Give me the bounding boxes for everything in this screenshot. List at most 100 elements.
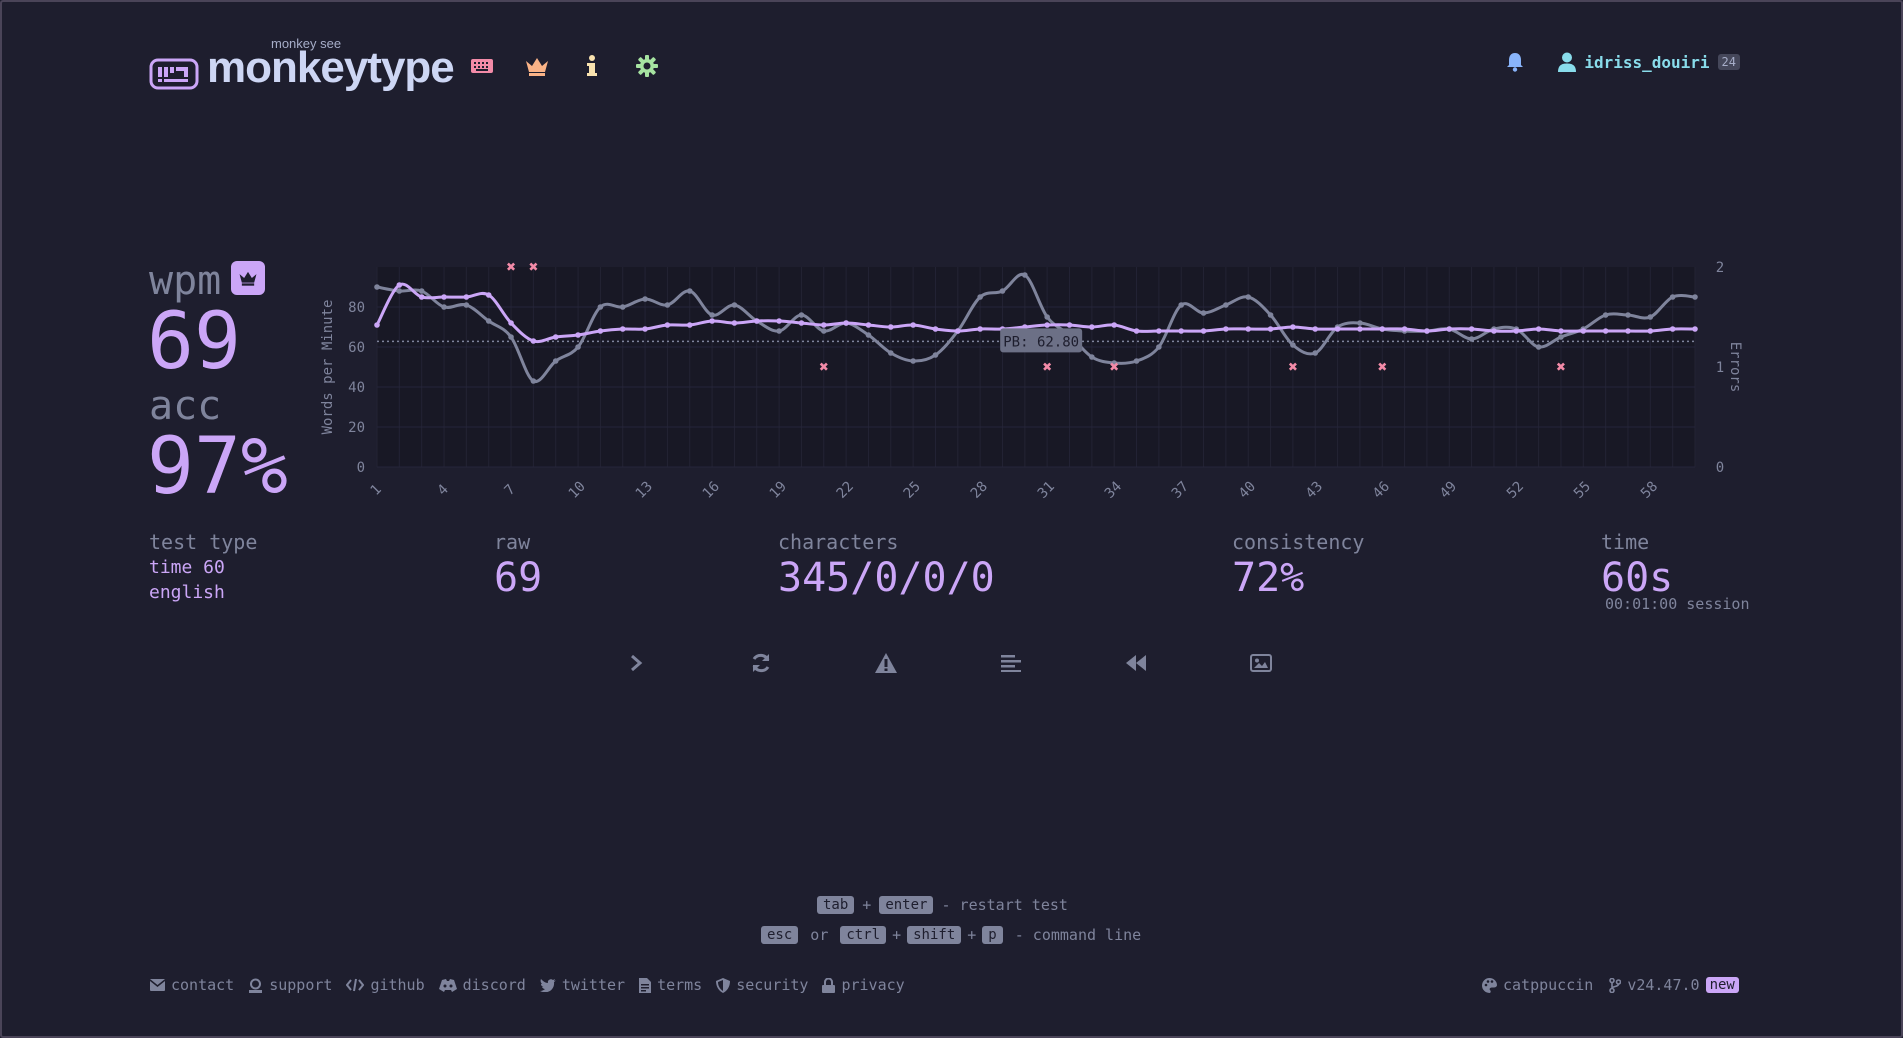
github-link[interactable]: github xyxy=(346,976,425,994)
personal-best-badge xyxy=(231,261,265,295)
chart-point-wpm xyxy=(1401,326,1408,332)
chart-point-raw xyxy=(865,332,872,338)
restart-hint: tab + enter - restart test xyxy=(817,896,1068,914)
chart-point-raw xyxy=(1312,350,1319,356)
report-button[interactable] xyxy=(871,650,901,676)
code-branch-icon xyxy=(1609,977,1622,993)
chart-point-raw xyxy=(1625,312,1631,318)
chart-x-tick-label: 16 xyxy=(700,479,723,502)
chart-point-raw xyxy=(1223,302,1229,308)
chart-plot-area xyxy=(377,267,1695,467)
chart-point-wpm xyxy=(1223,326,1229,332)
chart-point-raw xyxy=(1468,336,1475,342)
crown-icon xyxy=(239,271,257,286)
personal-best-label: PB: 62.80 xyxy=(1003,334,1079,350)
chart-point-wpm xyxy=(575,332,581,338)
chart-point-raw xyxy=(530,378,537,384)
chart-point-raw xyxy=(1156,344,1162,350)
chart-point-wpm xyxy=(441,294,447,300)
p-key: p xyxy=(982,926,1003,944)
chart-y-tick-label: 60 xyxy=(348,340,365,356)
logo-title: monkeytype xyxy=(207,43,455,92)
chart-point-wpm xyxy=(1424,328,1430,334)
twitter-label: twitter xyxy=(561,976,626,994)
chart-point-wpm xyxy=(508,320,514,326)
characters-value: 345/0/0/0 xyxy=(778,555,995,601)
logo[interactable]: monkey see monkeytype xyxy=(149,34,455,92)
replay-button[interactable] xyxy=(1121,650,1151,676)
start-test-button[interactable] xyxy=(469,53,495,79)
enter-key: enter xyxy=(879,896,934,914)
github-label: github xyxy=(370,976,425,994)
chart-point-wpm xyxy=(1669,326,1676,332)
chart-point-wpm xyxy=(418,294,425,300)
chart-point-wpm xyxy=(1133,328,1140,334)
chart-x-tick-label: 13 xyxy=(633,479,656,502)
chart-error-marker: ✖ xyxy=(1377,360,1387,374)
chart-point-wpm xyxy=(1156,328,1162,334)
chart-point-raw xyxy=(463,302,470,308)
backward-icon xyxy=(1126,655,1146,671)
chart-point-wpm xyxy=(865,322,872,328)
leaderboards-button[interactable] xyxy=(524,53,550,79)
account-button[interactable]: idriss_douiri 24 xyxy=(1558,52,1740,72)
chart-point-wpm xyxy=(1468,326,1475,332)
session-time: 00:01:00 session xyxy=(1605,595,1750,613)
chart-x-tick-label: 19 xyxy=(767,479,790,502)
command-line-hint: esc or ctrl + shift + p - command line xyxy=(761,926,1141,944)
chart-point-raw xyxy=(597,304,604,310)
notifications-button[interactable] xyxy=(1506,52,1524,72)
discord-link[interactable]: discord xyxy=(438,976,526,994)
next-test-button[interactable] xyxy=(621,650,651,676)
chart-point-wpm xyxy=(1491,328,1497,334)
word-history-button[interactable] xyxy=(996,650,1026,676)
chart-error-marker: ✖ xyxy=(819,360,829,374)
chart-error-marker: ✖ xyxy=(1556,360,1566,374)
plus-sign: + xyxy=(862,896,872,914)
chart-point-wpm xyxy=(776,318,782,324)
settings-button[interactable] xyxy=(634,53,660,79)
support-link[interactable]: support xyxy=(248,976,332,994)
chart-error-marker: ✖ xyxy=(1109,360,1119,374)
chart-point-raw xyxy=(1200,310,1207,316)
version-button[interactable]: v24.47.0 new xyxy=(1609,976,1739,994)
keyboard-icon xyxy=(471,59,493,73)
security-link[interactable]: security xyxy=(716,976,808,994)
accuracy-label: acc xyxy=(149,383,222,429)
personal-best-label-box xyxy=(1000,328,1083,353)
consistency-value: 72% xyxy=(1232,555,1305,601)
chart-point-wpm xyxy=(1446,326,1453,332)
chart-point-wpm xyxy=(1022,324,1028,330)
chart-point-raw xyxy=(977,294,983,300)
bell-icon xyxy=(1507,53,1524,72)
theme-button[interactable]: catppuccin xyxy=(1482,976,1593,994)
twitter-link[interactable]: twitter xyxy=(539,976,626,994)
chart-x-tick-label: 4 xyxy=(435,482,452,499)
restart-button[interactable] xyxy=(746,650,776,676)
chart-point-wpm xyxy=(1580,328,1587,334)
privacy-link[interactable]: privacy xyxy=(822,976,905,994)
chart-point-wpm xyxy=(686,322,693,328)
chart-point-raw xyxy=(887,350,894,356)
chart-point-raw xyxy=(1647,314,1654,320)
contact-link[interactable]: contact xyxy=(150,976,234,994)
discord-label: discord xyxy=(462,976,526,994)
chart-point-wpm xyxy=(843,320,849,326)
chart-x-tick-label: 40 xyxy=(1236,479,1259,502)
footer-right: catppuccin v24.47.0 new xyxy=(1482,976,1739,994)
chart-y2-axis-label: Errors xyxy=(1727,342,1743,393)
footer-links: contact support github discord twitter t… xyxy=(150,976,905,994)
chart-point-raw xyxy=(508,334,514,340)
screenshot-button[interactable] xyxy=(1246,650,1276,676)
security-label: security xyxy=(736,976,809,994)
chart-point-raw xyxy=(1558,334,1564,340)
chart-point-wpm xyxy=(664,322,671,328)
about-button[interactable] xyxy=(579,53,605,79)
chart-point-wpm xyxy=(485,292,492,298)
support-label: support xyxy=(269,976,333,994)
privacy-label: privacy xyxy=(841,976,905,994)
chart-point-wpm xyxy=(619,326,626,332)
chart-point-wpm xyxy=(1513,328,1520,334)
chart-point-raw xyxy=(374,284,380,290)
terms-link[interactable]: terms xyxy=(639,976,702,994)
